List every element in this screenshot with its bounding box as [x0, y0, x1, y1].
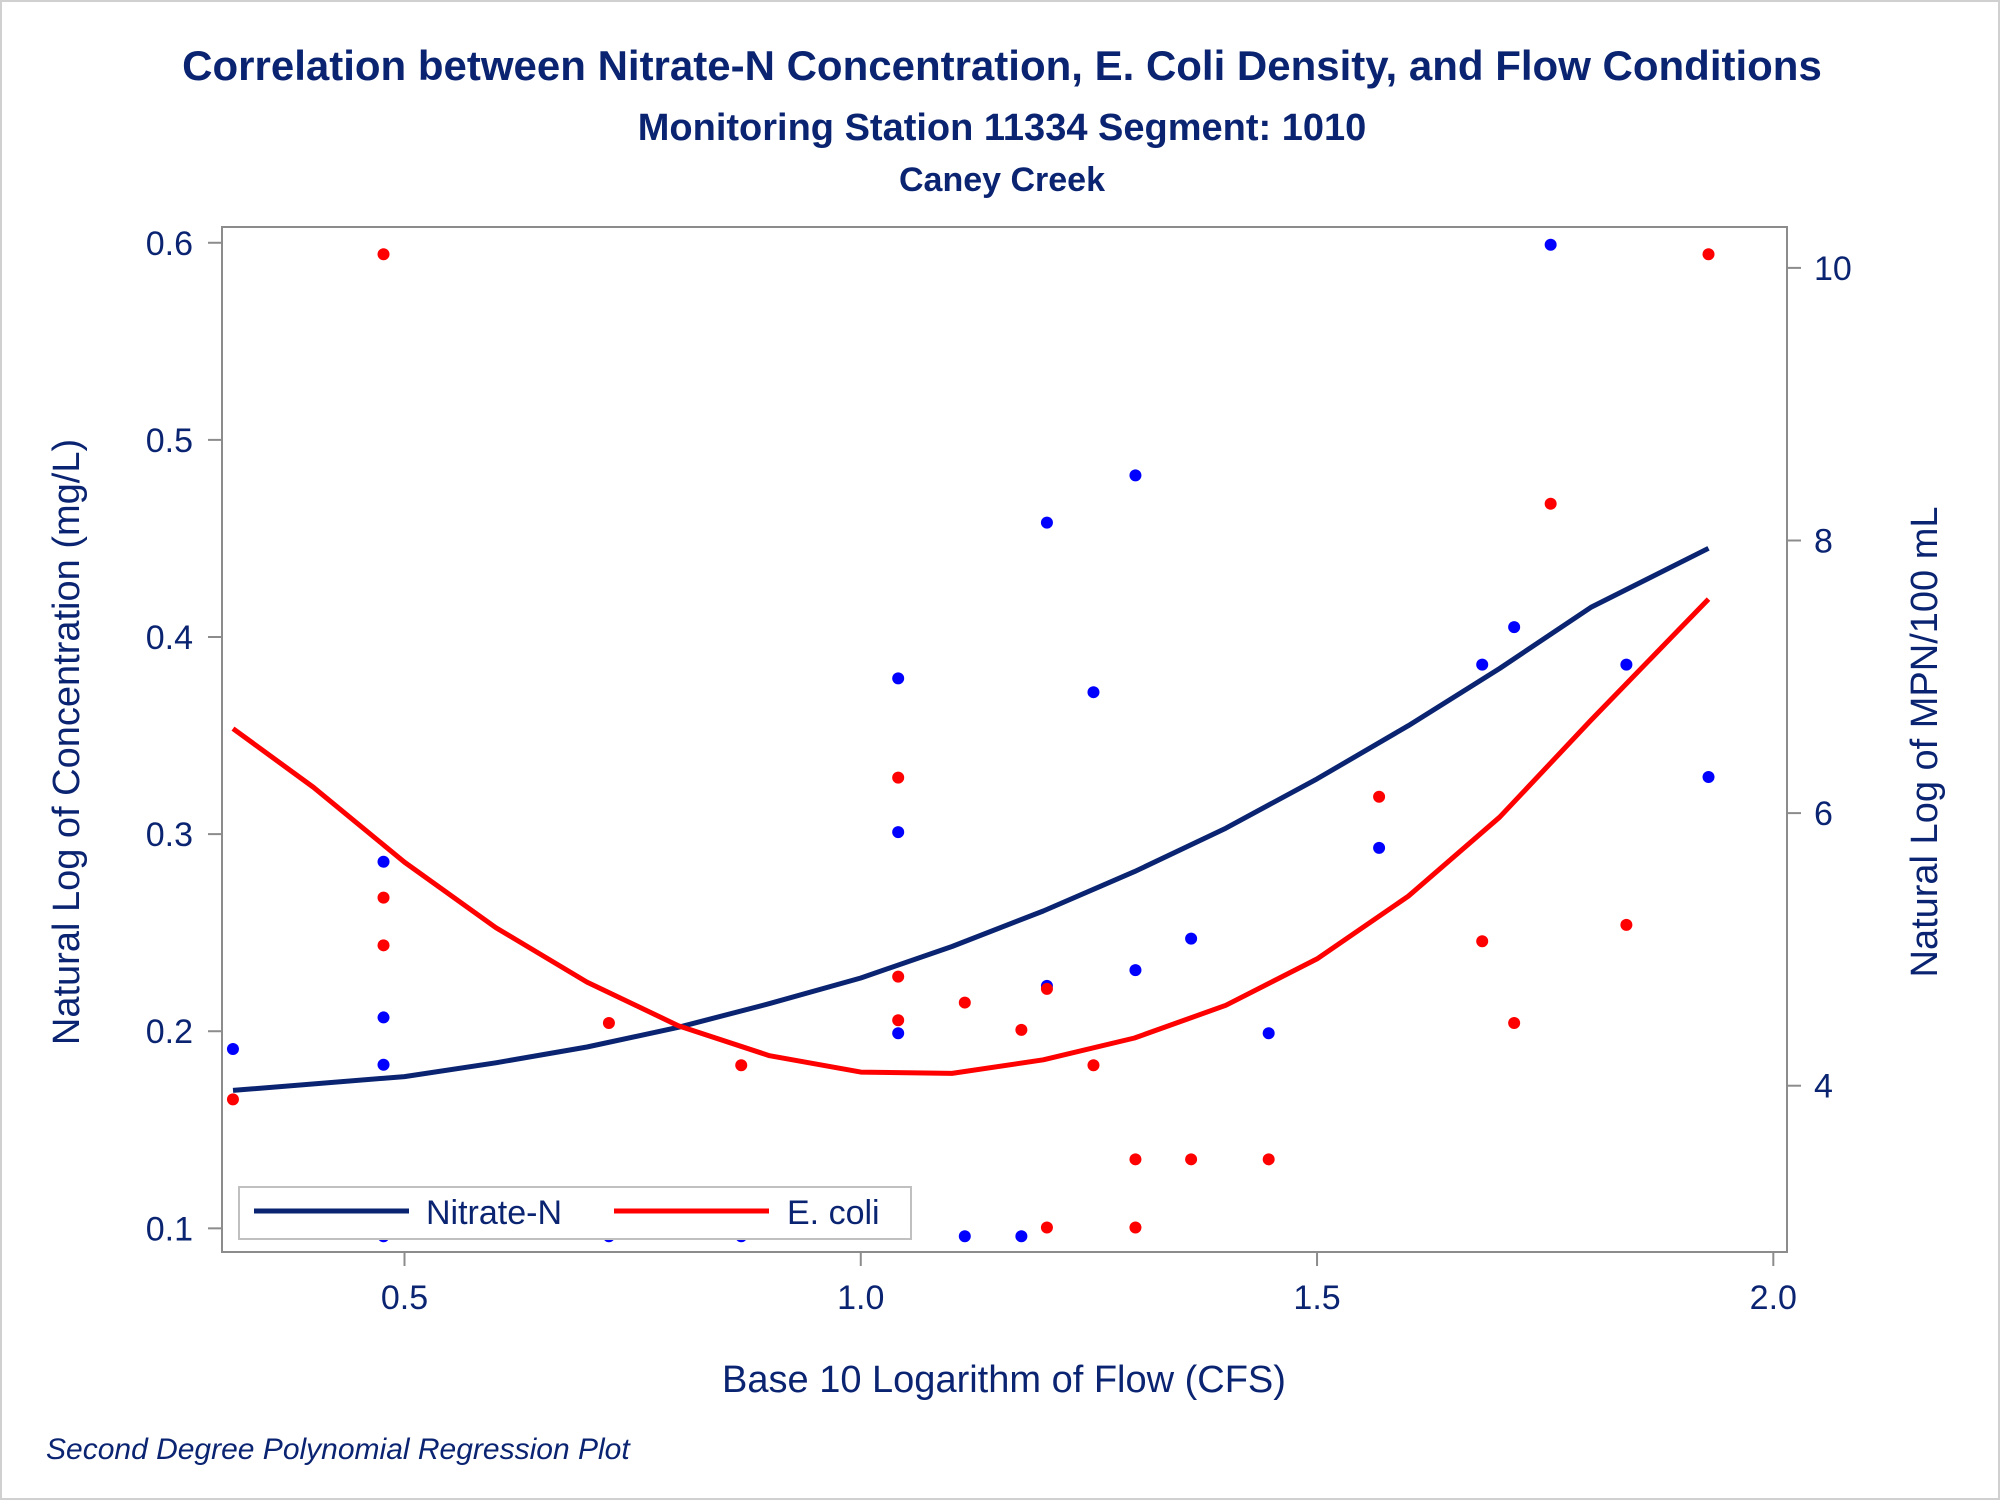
y2-tick-label: 8 [1814, 522, 1833, 560]
y-tick-label: 0.6 [146, 225, 193, 263]
data-point-nitrate [1544, 238, 1557, 251]
data-point-nitrate [377, 1058, 390, 1071]
data-point-nitrate [1185, 932, 1198, 945]
data-point-ecoli [1373, 790, 1386, 803]
plot-area-frame [221, 226, 1788, 1253]
data-points [226, 238, 1715, 1243]
data-point-ecoli [1185, 1153, 1198, 1166]
x-axis-label: Base 10 Logarithm of Flow (CFS) [722, 1359, 1286, 1401]
data-point-ecoli [1508, 1017, 1521, 1030]
data-point-ecoli [377, 891, 390, 904]
data-point-nitrate [1702, 770, 1715, 783]
y-tick-label: 0.4 [146, 619, 193, 657]
y-axis-left: 0.1 0.2 0.3 0.4 0.5 0.6 [146, 225, 222, 1248]
x-tick-label: 1.5 [1293, 1279, 1340, 1317]
data-point-ecoli [1040, 1221, 1053, 1234]
y2-axis-label: Natural Log of MPN/100 mL [1904, 506, 1946, 977]
data-point-ecoli [1129, 1153, 1142, 1166]
x-tick-label: 1.0 [837, 1279, 884, 1317]
data-point-nitrate [892, 672, 905, 685]
legend: Nitrate-N E. coli [238, 1186, 912, 1240]
fit-line-nitrate [232, 546, 1710, 1093]
data-point-nitrate [1015, 1230, 1028, 1243]
data-point-ecoli [892, 970, 905, 983]
data-point-nitrate [892, 1027, 905, 1040]
data-point-nitrate [226, 1042, 239, 1055]
chart-subtitle-location: Caney Creek [899, 161, 1105, 199]
data-point-ecoli [602, 1017, 615, 1030]
data-point-ecoli [1087, 1059, 1100, 1072]
chart-title: Correlation between Nitrate-N Concentrat… [182, 42, 1822, 89]
data-point-ecoli [1040, 982, 1053, 995]
legend-label-nitrate: Nitrate-N [426, 1194, 562, 1232]
x-axis: 0.5 1.0 1.5 2.0 [381, 1252, 1797, 1317]
data-point-nitrate [1262, 1027, 1275, 1040]
y-tick-label: 0.2 [146, 1013, 193, 1051]
data-point-ecoli [1702, 248, 1715, 261]
data-point-nitrate [1129, 469, 1142, 482]
regression-lines [231, 546, 1711, 1093]
y-axis-label: Natural Log of Concentration (mg/L) [46, 439, 88, 1045]
data-point-ecoli [892, 771, 905, 784]
legend-label-ecoli: E. coli [787, 1194, 880, 1232]
data-point-ecoli [1015, 1023, 1028, 1036]
data-point-nitrate [1373, 841, 1386, 854]
data-point-nitrate [1040, 516, 1053, 529]
data-point-ecoli [377, 248, 390, 261]
data-point-nitrate [377, 1011, 390, 1024]
data-point-ecoli [226, 1093, 239, 1106]
x-tick-label: 2.0 [1750, 1279, 1797, 1317]
chart-footnote: Second Degree Polynomial Regression Plot [46, 1433, 631, 1466]
legend-box [238, 1186, 912, 1240]
data-point-nitrate [377, 855, 390, 868]
y-tick-label: 0.3 [146, 816, 193, 854]
data-point-ecoli [1129, 1221, 1142, 1234]
y2-tick-label: 6 [1814, 795, 1833, 833]
data-point-ecoli [958, 996, 971, 1009]
data-point-ecoli [1544, 497, 1557, 510]
data-point-nitrate [892, 826, 905, 839]
data-point-ecoli [377, 939, 390, 952]
data-point-nitrate [1129, 964, 1142, 977]
data-point-nitrate [1476, 658, 1489, 671]
data-point-ecoli [735, 1059, 748, 1072]
data-point-ecoli [1620, 918, 1633, 931]
data-point-nitrate [1508, 621, 1521, 634]
fit-line-ecoli [231, 597, 1711, 1076]
data-point-nitrate [1087, 686, 1100, 699]
data-point-nitrate [1620, 658, 1633, 671]
y-tick-label: 0.1 [146, 1210, 193, 1248]
y-tick-label: 0.5 [146, 422, 193, 460]
data-point-nitrate [958, 1230, 971, 1243]
data-point-ecoli [1476, 935, 1489, 948]
data-point-ecoli [892, 1014, 905, 1027]
y-axis-right: 4 6 8 10 [1787, 250, 1852, 1106]
y2-tick-label: 4 [1814, 1068, 1833, 1106]
chart-subtitle: Monitoring Station 11334 Segment: 1010 [638, 107, 1367, 149]
x-tick-label: 0.5 [381, 1279, 428, 1317]
data-point-ecoli [1262, 1153, 1275, 1166]
y2-tick-label: 10 [1814, 250, 1852, 288]
